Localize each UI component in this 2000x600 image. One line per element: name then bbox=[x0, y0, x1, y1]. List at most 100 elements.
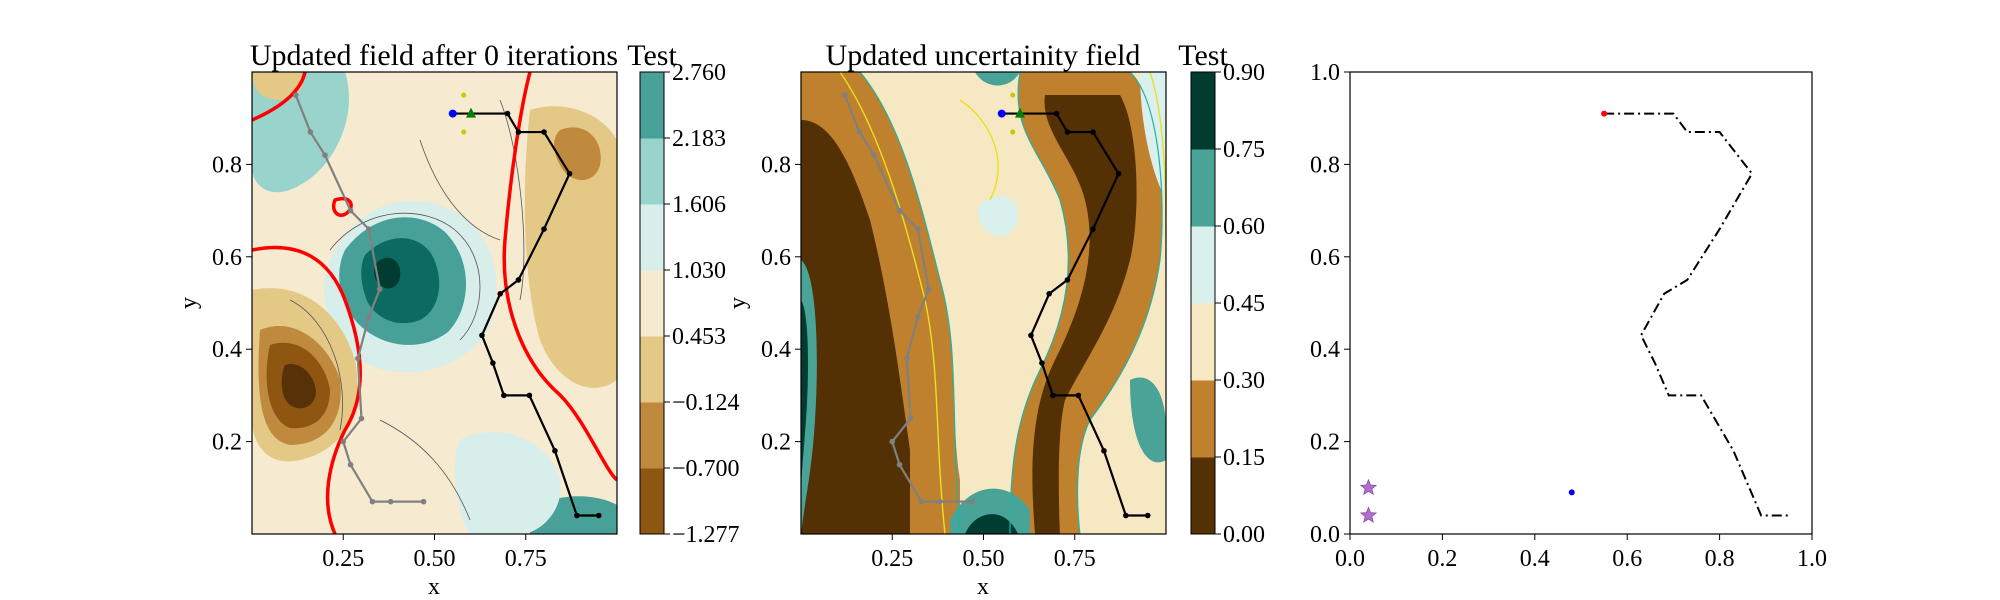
field-planned-path-node bbox=[541, 226, 547, 232]
y-tick-label: 0.8 bbox=[761, 152, 791, 178]
uncertainty-planned-path-node bbox=[1028, 332, 1034, 339]
x-tick-label: 1.0 bbox=[1797, 546, 1827, 572]
field-contour-region bbox=[252, 72, 349, 193]
x-tick-label: 0.6 bbox=[1612, 546, 1642, 572]
field-planned-path-node bbox=[574, 512, 580, 519]
uncertainty-planned-path-node bbox=[1039, 360, 1045, 366]
colorbar-tick-label: 0.00 bbox=[1223, 522, 1265, 548]
path-axes-frame bbox=[1349, 71, 1813, 535]
y-tick-label: 0.4 bbox=[761, 337, 791, 363]
colorbar-band bbox=[1191, 226, 1215, 304]
uncertainty-contour-line bbox=[1009, 72, 1069, 534]
uncertainty-paths bbox=[842, 92, 1151, 519]
field-start-marker bbox=[448, 109, 457, 118]
uncertainty-start-marker bbox=[997, 109, 1006, 118]
uncertainty-planned-path-node bbox=[1090, 129, 1096, 135]
colorbar-band bbox=[1191, 303, 1215, 381]
uncertainty-planned-path-node bbox=[1090, 226, 1096, 232]
field-history-path-node bbox=[293, 92, 299, 98]
field-history-path-node bbox=[307, 129, 314, 135]
uncertainty-contour-region bbox=[978, 196, 1019, 237]
field-contour-line bbox=[289, 299, 343, 431]
colorbar-tick-label: 0.15 bbox=[1223, 445, 1265, 471]
uncertainty-contour-regions bbox=[801, 72, 1166, 534]
colorbar-band bbox=[1191, 457, 1215, 535]
uncertainty-history-path-node bbox=[842, 92, 848, 98]
uncertainty-planned-path-node bbox=[1050, 392, 1056, 399]
colorbar-band bbox=[640, 402, 664, 469]
y-tick-label: 0.4 bbox=[1310, 337, 1340, 363]
uncertainty-history-path-node bbox=[918, 498, 925, 505]
uncertainty-history-path-node bbox=[896, 461, 903, 468]
field-history-path-node bbox=[369, 498, 376, 505]
field-contour-region bbox=[361, 238, 440, 324]
field-contour-region bbox=[252, 72, 304, 100]
uncertainty-contour-region bbox=[801, 300, 809, 490]
field-planned-path-node bbox=[526, 392, 533, 399]
field-contour-region bbox=[524, 106, 617, 388]
field-planned-path-node bbox=[490, 360, 496, 366]
colorbar-band bbox=[1191, 149, 1215, 227]
uncertainty-planned-path-node bbox=[1115, 170, 1122, 177]
y-tick-label: 0.8 bbox=[212, 152, 242, 178]
y-tick-label: 0.2 bbox=[1310, 430, 1340, 456]
y-tick-label: 0.4 bbox=[212, 337, 242, 363]
field-history-path-node bbox=[347, 461, 354, 468]
path-panel: 0.0 0.2 0.4 0.6 0.8 1.0 0.0 0.2 0.4 0.6 0.8 1.0 bbox=[1310, 60, 1827, 572]
field-contour-line bbox=[499, 99, 525, 301]
y-tick-label: 0.2 bbox=[212, 430, 242, 456]
uncertainty-contour-region bbox=[975, 72, 1020, 86]
uncertainty-history-path-node bbox=[896, 207, 903, 214]
uncertainty-planned-path-node bbox=[1064, 277, 1071, 283]
x-tick-label: 0.8 bbox=[1705, 546, 1735, 572]
uncertainty-history-path-node bbox=[904, 355, 910, 362]
path-start-point bbox=[1601, 110, 1608, 117]
colorbar-tick-label: 2.760 bbox=[672, 60, 726, 86]
uncertainty-contour-region bbox=[965, 514, 1018, 534]
planned-path-line bbox=[1604, 112, 1789, 517]
y-tick-label: 0.6 bbox=[761, 245, 791, 271]
field-heatmap bbox=[252, 72, 617, 534]
field-colorbar-frame bbox=[639, 71, 665, 535]
field-planned-path-node bbox=[552, 448, 558, 454]
field-paths bbox=[293, 92, 602, 519]
field-contour-region bbox=[281, 364, 316, 409]
colorbar-band bbox=[1191, 72, 1215, 150]
field-contour-regions bbox=[252, 72, 617, 534]
field-panel: 0.25 0.50 0.75 0.2 0.4 0.6 0.8 Updated field a… bbox=[176, 39, 740, 600]
uncertainty-planned-path-node bbox=[1144, 512, 1151, 519]
uncertainty-history-path bbox=[843, 94, 973, 503]
field-history-path-node bbox=[366, 226, 372, 232]
uncertainty-history-path-node bbox=[907, 415, 914, 422]
field-history-path-node bbox=[358, 415, 365, 422]
x-tick-label: 0.2 bbox=[1427, 546, 1457, 572]
y-tick-label: 1.0 bbox=[1310, 60, 1340, 86]
colorbar-band bbox=[1191, 380, 1215, 458]
x-tick-label: 0.4 bbox=[1520, 546, 1550, 572]
uncertainty-history-path-node bbox=[889, 438, 896, 445]
uncertainty-contour-region bbox=[1130, 377, 1166, 463]
field-planned-path-node bbox=[541, 129, 547, 135]
field-xlabel: x bbox=[428, 574, 440, 600]
star-marker bbox=[1359, 506, 1378, 523]
field-planned-path-node bbox=[566, 170, 573, 177]
uncertainty-history-path-node bbox=[871, 152, 877, 158]
field-planned-path-node bbox=[497, 290, 504, 297]
uncertainty-contour-region bbox=[801, 120, 910, 534]
field-contour-region bbox=[454, 432, 561, 534]
uncertainty-candidate-marker bbox=[1010, 92, 1016, 98]
field-history-path-node bbox=[340, 438, 347, 445]
colorbar-tick-label: 0.75 bbox=[1223, 137, 1265, 163]
colorbar-tick-label: 0.453 bbox=[672, 324, 726, 350]
field-history-path-node bbox=[387, 498, 394, 505]
uncertainty-heatmap bbox=[801, 72, 1166, 534]
colorbar-tick-label: 0.60 bbox=[1223, 214, 1265, 240]
path-marks bbox=[1359, 110, 1789, 523]
uncertainty-planned-path-node bbox=[1064, 129, 1071, 135]
uncertainty-colorbar: 0.00 0.15 0.30 0.45 0.60 0.75 0.90 bbox=[1191, 60, 1265, 548]
x-tick-label: 0.50 bbox=[963, 546, 1005, 572]
x-tick-label: 0.75 bbox=[1054, 546, 1096, 572]
colorbar-tick-label: −0.700 bbox=[672, 456, 740, 482]
colorbar-tick-label: −0.124 bbox=[672, 390, 740, 416]
